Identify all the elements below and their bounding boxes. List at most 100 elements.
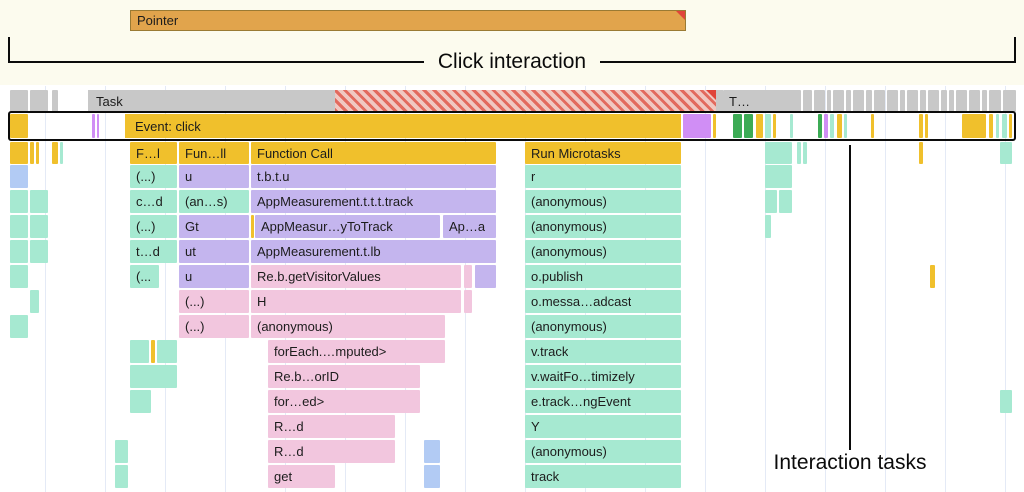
flame-bar[interactable]: c…d: [130, 190, 177, 213]
flame-bar-fragment[interactable]: [10, 90, 28, 112]
flame-bar[interactable]: (anonymous): [525, 190, 681, 213]
flame-bar[interactable]: Fun…ll: [179, 142, 249, 164]
flame-bar-fragment[interactable]: [30, 240, 48, 263]
flame-bar-fragment[interactable]: [36, 142, 39, 164]
flame-bar-fragment[interactable]: [765, 215, 771, 238]
flame-bar-fragment[interactable]: [900, 90, 905, 112]
flame-bar-fragment[interactable]: [130, 390, 151, 413]
flame-bar-fragment[interactable]: [157, 340, 177, 363]
flame-bar[interactable]: T…: [723, 90, 801, 112]
flame-bar-fragment[interactable]: [30, 90, 48, 112]
flame-bar-fragment[interactable]: [874, 90, 885, 112]
flame-bar-fragment[interactable]: [797, 142, 801, 164]
flame-bar-fragment[interactable]: [920, 90, 926, 112]
flame-bar[interactable]: (anonymous): [525, 240, 681, 263]
flame-bar-fragment[interactable]: [803, 90, 812, 112]
flame-bar[interactable]: (anonymous): [525, 315, 681, 338]
flame-bar[interactable]: u: [179, 265, 249, 288]
flame-bar[interactable]: o.publish: [525, 265, 681, 288]
flame-bar[interactable]: u: [179, 165, 249, 188]
flame-bar-fragment[interactable]: [765, 142, 792, 164]
flame-bar-fragment[interactable]: [803, 142, 807, 164]
flame-bar[interactable]: forEach.…mputed>: [268, 340, 445, 363]
flame-bar-fragment[interactable]: [790, 114, 793, 138]
flame-bar[interactable]: Re.b.getVisitorValues: [251, 265, 461, 288]
flame-bar-fragment[interactable]: [10, 315, 28, 338]
flame-bar-fragment[interactable]: [52, 90, 58, 112]
flame-bar-fragment[interactable]: [982, 90, 987, 112]
task-bar[interactable]: Task: [88, 90, 723, 112]
event-click-bar[interactable]: Event: click: [125, 114, 681, 138]
flame-bar-fragment[interactable]: [969, 90, 980, 112]
flame-bar-fragment[interactable]: [130, 365, 177, 388]
flame-bar-fragment[interactable]: [30, 290, 39, 313]
flame-bar[interactable]: (anonymous): [525, 440, 681, 463]
flame-bar-fragment[interactable]: [756, 114, 763, 138]
flame-bar-fragment[interactable]: [130, 340, 149, 363]
flame-bar[interactable]: Ap…a: [443, 215, 496, 238]
flame-bar[interactable]: Run Microtasks: [525, 142, 681, 164]
flame-bar[interactable]: H: [251, 290, 461, 313]
flame-bar[interactable]: AppMeasurement.t.t.t.track: [251, 190, 496, 213]
flame-bar[interactable]: for…ed>: [268, 390, 420, 413]
flame-bar-fragment[interactable]: [887, 90, 898, 112]
flame-bar-fragment[interactable]: [52, 142, 58, 164]
flame-bar[interactable]: t.b.t.u: [251, 165, 496, 188]
flame-bar[interactable]: Y: [525, 415, 681, 438]
flame-bar-fragment[interactable]: [1009, 114, 1012, 138]
flame-bar[interactable]: R…d: [268, 415, 395, 438]
flame-bar[interactable]: ut: [179, 240, 249, 263]
flame-bar-fragment[interactable]: [10, 190, 28, 213]
flame-bar[interactable]: get: [268, 465, 335, 488]
flame-bar-fragment[interactable]: [814, 90, 825, 112]
flame-bar[interactable]: (...): [130, 215, 177, 238]
flame-bar-fragment[interactable]: [744, 114, 753, 138]
flame-bar-fragment[interactable]: [818, 114, 822, 138]
flame-bar[interactable]: Re.b…orID: [268, 365, 420, 388]
flame-bar[interactable]: o.messa…adcast: [525, 290, 681, 313]
flame-bar-fragment[interactable]: [1002, 114, 1007, 138]
flame-bar-fragment[interactable]: [765, 165, 792, 188]
flame-bar-fragment[interactable]: [949, 90, 954, 112]
flame-bar-fragment[interactable]: [907, 90, 918, 112]
pointer-interaction-bar[interactable]: Pointer: [130, 10, 686, 31]
flame-bar-fragment[interactable]: [779, 190, 792, 213]
flame-bar[interactable]: e.track…ngEvent: [525, 390, 681, 413]
flame-bar-fragment[interactable]: [251, 215, 254, 238]
flame-bar-fragment[interactable]: [475, 265, 496, 288]
flame-bar-fragment[interactable]: [30, 142, 34, 164]
flame-bar[interactable]: (anonymous): [251, 315, 445, 338]
flame-bar-fragment[interactable]: [919, 142, 923, 164]
flame-bar[interactable]: Function Call: [251, 142, 496, 164]
flame-bar-fragment[interactable]: [683, 114, 711, 138]
flame-bar-fragment[interactable]: [97, 114, 99, 138]
flame-bar-fragment[interactable]: [837, 114, 842, 138]
flame-bar[interactable]: track: [525, 465, 681, 488]
flame-bar-fragment[interactable]: [115, 440, 128, 463]
flame-bar-fragment[interactable]: [830, 114, 834, 138]
flame-bar-fragment[interactable]: [115, 465, 128, 488]
flame-bar-fragment[interactable]: [925, 114, 928, 138]
flame-bar[interactable]: (...: [130, 265, 159, 288]
flame-bar-fragment[interactable]: [92, 114, 95, 138]
flame-bar-fragment[interactable]: [866, 90, 872, 112]
flame-bar-fragment[interactable]: [713, 114, 716, 138]
flame-bar-fragment[interactable]: [853, 90, 864, 112]
flame-bar-fragment[interactable]: [989, 114, 993, 138]
flame-bar-fragment[interactable]: [962, 114, 986, 138]
flame-bar-fragment[interactable]: [10, 165, 28, 188]
flame-bar-fragment[interactable]: [827, 90, 831, 112]
flame-bar-fragment[interactable]: [151, 340, 155, 363]
flame-bar-fragment[interactable]: [846, 90, 851, 112]
flame-bar[interactable]: t…d: [130, 240, 177, 263]
flame-bar-fragment[interactable]: [10, 240, 28, 263]
flame-bar[interactable]: Gt: [179, 215, 249, 238]
flame-bar-fragment[interactable]: [989, 90, 1001, 112]
flame-bar-fragment[interactable]: [10, 265, 28, 288]
flame-bar-fragment[interactable]: [833, 90, 844, 112]
flame-bar-fragment[interactable]: [1000, 142, 1012, 164]
flame-bar-fragment[interactable]: [941, 90, 947, 112]
flame-bar[interactable]: (...): [179, 290, 249, 313]
flame-bar-fragment[interactable]: [10, 142, 28, 164]
flame-bar[interactable]: r: [525, 165, 681, 188]
